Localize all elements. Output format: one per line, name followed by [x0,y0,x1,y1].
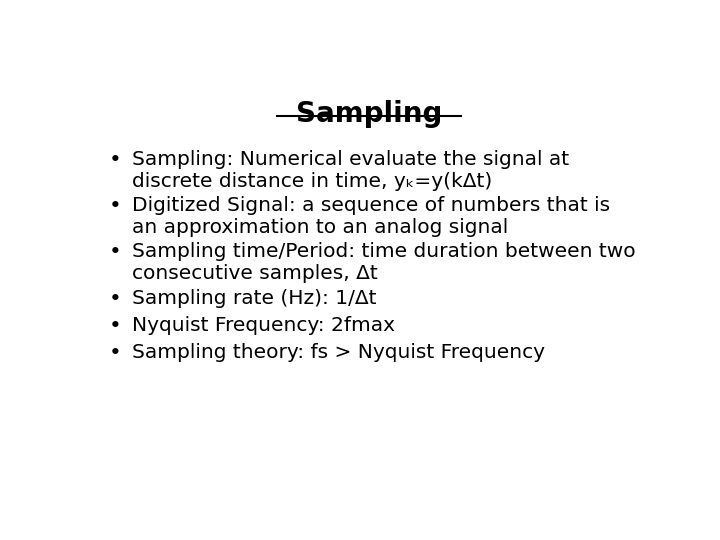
Text: Digitized Signal: a sequence of numbers that is: Digitized Signal: a sequence of numbers … [132,196,610,215]
Text: Sampling time/Period: time duration between two: Sampling time/Period: time duration betw… [132,242,636,261]
Text: Sampling: Sampling [296,100,442,128]
Text: •: • [109,150,122,170]
Text: •: • [109,288,122,308]
Text: Nyquist Frequency: 2fmax: Nyquist Frequency: 2fmax [132,315,395,334]
Text: consecutive samples, Δt: consecutive samples, Δt [132,265,377,284]
Text: Sampling theory: fs > Nyquist Frequency: Sampling theory: fs > Nyquist Frequency [132,342,545,362]
Text: an approximation to an analog signal: an approximation to an analog signal [132,218,508,237]
Text: •: • [109,196,122,216]
Text: Sampling rate (Hz): 1/Δt: Sampling rate (Hz): 1/Δt [132,288,377,307]
Text: •: • [109,242,122,262]
Text: Sampling: Numerical evaluate the signal at: Sampling: Numerical evaluate the signal … [132,150,569,169]
Text: •: • [109,342,122,362]
Text: •: • [109,315,122,335]
Text: discrete distance in time, yₖ=y(kΔt): discrete distance in time, yₖ=y(kΔt) [132,172,492,191]
